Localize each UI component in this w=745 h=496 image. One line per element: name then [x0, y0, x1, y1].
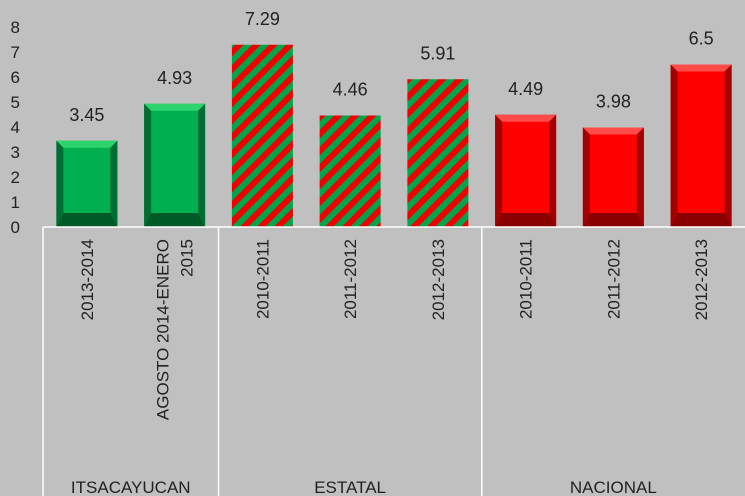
- bar: [407, 79, 469, 227]
- value-label: 5.91: [420, 43, 455, 63]
- bar: [231, 44, 293, 227]
- y-tick-label: 7: [11, 43, 20, 62]
- y-tick-label: 5: [11, 93, 20, 112]
- axes: [42, 226, 745, 496]
- bars: [56, 44, 732, 227]
- bar: [319, 115, 381, 227]
- y-tick-label: 3: [11, 143, 20, 162]
- value-label: 7.29: [245, 9, 280, 29]
- category-label: 2011-2012: [604, 239, 623, 319]
- group-label: ESTATAL: [314, 478, 386, 496]
- value-label: 3.45: [69, 105, 104, 125]
- value-label: 4.93: [157, 68, 192, 88]
- category-label: 2010-2011: [253, 239, 272, 319]
- value-label: 6.5: [689, 29, 714, 49]
- category-label: 2010-2011: [517, 239, 536, 319]
- category-label: 2012-2013: [429, 239, 448, 320]
- y-tick-label: 6: [11, 68, 20, 87]
- group-label: NACIONAL: [570, 478, 657, 496]
- category-labels: 2013-2014 AGOSTO 2014-ENERO 2015 2010-2011 2…: [78, 239, 711, 420]
- value-labels: 3.45 4.93 7.29 4.46 5.91 4.49 3.98 6.5: [69, 9, 713, 125]
- bar: [144, 103, 206, 227]
- category-label: 2013-2014: [78, 239, 97, 320]
- y-axis-ticks: 0 1 2 3 4 5 6 7 8: [11, 18, 20, 237]
- group-label: ITSACAYUCAN: [71, 478, 191, 496]
- y-tick-label: 1: [11, 193, 20, 212]
- y-tick-label: 8: [11, 18, 20, 37]
- y-tick-label: 2: [11, 168, 20, 187]
- category-label: 2012-2013: [692, 239, 711, 320]
- y-tick-label: 0: [11, 218, 20, 237]
- bar: [495, 114, 557, 227]
- value-label: 4.49: [508, 79, 543, 99]
- category-label: 2011-2012: [341, 239, 360, 319]
- value-label: 3.98: [596, 92, 631, 112]
- category-label: AGOSTO 2014-ENERO 2015: [154, 239, 197, 420]
- y-tick-label: 4: [11, 118, 20, 137]
- bar: [670, 64, 732, 227]
- bar: [582, 127, 644, 227]
- value-label: 4.46: [333, 80, 368, 100]
- group-labels: ITSACAYUCAN ESTATAL NACIONAL: [71, 478, 657, 496]
- bar: [56, 140, 118, 227]
